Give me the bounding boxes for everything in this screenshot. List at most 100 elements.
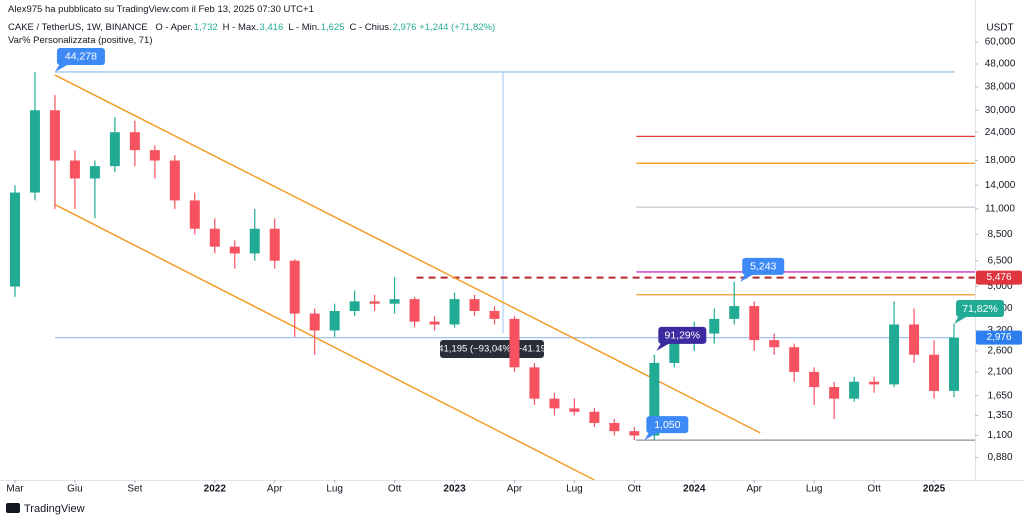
- candle-body: [509, 318, 520, 368]
- annotation-label: 44,278: [65, 51, 97, 63]
- candle-body: [189, 200, 200, 229]
- ohlc: O - Aper.1,732 H - Max.3,416 L - Min.1,625…: [150, 22, 416, 33]
- candle-body: [589, 411, 600, 423]
- candle-body: [789, 347, 800, 372]
- candle-body: [309, 313, 320, 331]
- ohlc-value: 3,416: [259, 22, 284, 33]
- candle-body: [929, 354, 940, 391]
- candle-body: [809, 371, 820, 388]
- annotation-box: [56, 47, 105, 65]
- y-tick-label: 38,000: [985, 82, 1016, 93]
- y-tick-label: 2,100: [987, 367, 1012, 378]
- candle-body: [329, 310, 340, 331]
- x-tick-label: Apr: [746, 484, 762, 495]
- brand-logo: [6, 503, 20, 513]
- y-tick-label: 6,500: [987, 255, 1012, 266]
- candle-body: [69, 160, 80, 179]
- ohlc-value: 1,625: [320, 22, 345, 33]
- annotation-label: 1,050: [654, 419, 680, 431]
- candle-body: [749, 306, 760, 341]
- y-tick-label: 8,500: [987, 229, 1012, 240]
- price-tag-label: 5,476: [986, 272, 1011, 283]
- annotation-label: 5,243: [750, 261, 776, 273]
- candle-body: [849, 381, 860, 399]
- candle-body: [769, 340, 780, 348]
- candle-body: [909, 324, 920, 355]
- y-tick-label: 2,600: [987, 346, 1012, 357]
- brand: TradingView: [24, 503, 85, 515]
- x-tick-label: 2023: [443, 484, 466, 495]
- candle-body: [109, 132, 120, 167]
- candle-body: [669, 340, 680, 363]
- annotation-box: [956, 300, 1005, 318]
- y-tick-label: 1,350: [987, 410, 1012, 421]
- candle-body: [829, 387, 840, 399]
- price-tag-label: 2,976: [986, 332, 1011, 343]
- candle-body: [949, 337, 960, 391]
- candle-body: [869, 381, 880, 385]
- candle-body: [249, 228, 260, 254]
- candle-body: [389, 299, 400, 304]
- x-tick-label: Ott: [867, 484, 881, 495]
- publisher: Alex975 ha pubblicato su TradingView.com…: [8, 4, 314, 15]
- candle-body: [629, 431, 640, 436]
- symbol: CAKE / TetherUS, 1W, BINANCE: [8, 22, 148, 33]
- y-tick-label: 14,000: [985, 180, 1016, 191]
- candle-body: [469, 299, 480, 311]
- x-tick-label: Lug: [326, 484, 343, 495]
- candle-body: [289, 260, 300, 314]
- candle-body: [549, 398, 560, 409]
- y-tick-label: 1,100: [987, 430, 1012, 441]
- candle-body: [349, 301, 360, 311]
- price-tag: [976, 270, 1022, 285]
- annotation-label: 71,82%: [962, 303, 998, 315]
- y-tick-label: 60,000: [985, 37, 1016, 48]
- candle-body: [649, 362, 660, 436]
- candle-body: [709, 318, 720, 334]
- candle-body: [729, 306, 740, 319]
- candle-body: [89, 166, 100, 179]
- indicator: Var% Personalizzata (positive, 71): [8, 35, 153, 46]
- x-tick-label: Set: [127, 484, 142, 495]
- annotation-box: [742, 257, 785, 275]
- y-tick-label: 11,000: [985, 204, 1015, 215]
- x-tick-label: 2022: [204, 484, 227, 495]
- x-tick-label: Giu: [67, 484, 83, 495]
- y-tick-label: 24,000: [985, 127, 1016, 138]
- candle-body: [529, 367, 540, 399]
- annotation-box: [658, 326, 707, 344]
- ohlc-name: L - Min.: [288, 22, 320, 33]
- x-tick-label: Mar: [6, 484, 24, 495]
- y-tick-label: 0,880: [987, 452, 1012, 463]
- candle-body: [9, 192, 20, 287]
- ohlc-name: C - Chius.: [349, 22, 392, 33]
- annotation-box: [646, 416, 689, 434]
- ohlc-value: 2,976: [392, 22, 417, 33]
- ohlc-name: O - Aper.: [155, 22, 193, 33]
- candle-body: [229, 246, 240, 254]
- candle-body: [49, 110, 60, 161]
- legend-line: CAKE / TetherUS, 1W, BINANCE O - Aper. 1,…: [8, 22, 495, 33]
- x-tick-label: Lug: [566, 484, 583, 495]
- candle-body: [269, 228, 280, 261]
- measure-text: −41,195 (−93,04%) −41.195: [433, 344, 552, 355]
- candle-body: [889, 324, 900, 385]
- candle-body: [489, 310, 500, 319]
- currency: USDT: [986, 23, 1013, 34]
- candle-body: [409, 299, 420, 322]
- ohlc-name: H - Max.: [222, 22, 259, 33]
- candle-body: [609, 422, 620, 432]
- y-tick-label: 5,000: [987, 281, 1012, 292]
- x-tick-label: Apr: [507, 484, 523, 495]
- x-tick-label: Ott: [628, 484, 642, 495]
- y-tick-label: 30,000: [985, 105, 1016, 116]
- candle-body: [169, 160, 180, 201]
- annotation-label: 91,29%: [665, 330, 701, 342]
- candle-body: [149, 150, 160, 161]
- channel-line: [54, 203, 595, 481]
- x-tick-label: 2024: [683, 484, 706, 495]
- x-tick-label: Ott: [388, 484, 402, 495]
- candle-body: [369, 301, 380, 304]
- candle-body: [569, 408, 580, 412]
